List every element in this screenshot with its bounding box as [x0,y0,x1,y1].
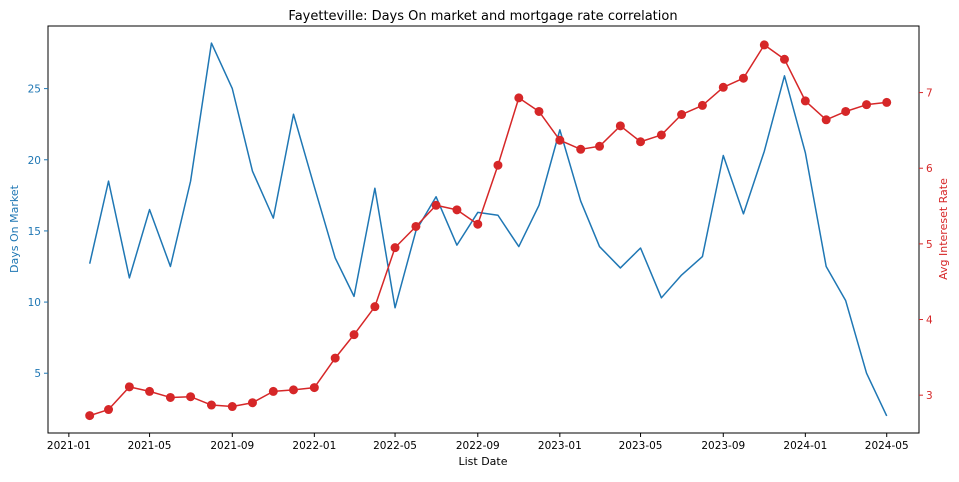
interest-rate-point [779,54,789,64]
interest-rate-series [85,40,892,421]
interest-rate-point [227,402,237,412]
interest-rate-point [615,121,625,131]
x-tick-label: 2024-05 [865,440,909,452]
interest-rate-point [862,100,872,110]
plot-area [47,25,920,434]
x-tick-label: 2021-01 [47,440,91,452]
interest-rate-point [514,93,524,103]
y-right-tick-label: 7 [926,88,933,100]
x-tick-label: 2024-01 [783,440,827,452]
y-axis-right: 3 4 5 6 7 [919,88,933,402]
interest-rate-point [145,386,155,396]
interest-rate-point [738,73,748,83]
chart-title: Fayetteville: Days On market and mortgag… [288,9,677,24]
interest-rate-point [370,302,380,312]
interest-rate-point [288,385,298,395]
y-left-tick-label: 10 [28,297,41,309]
days-on-market-line [88,42,888,417]
interest-rate-point [452,205,462,215]
y-left-tick-label: 5 [34,368,41,380]
interest-rate-point [759,40,769,50]
interest-rate-point [555,135,565,145]
x-axis: 2021-01 2021-05 2021-09 2022-01 2022-05 2022-… [47,433,909,452]
interest-rate-point [677,110,687,120]
y-axis-left-label: Days On Market [8,184,21,273]
interest-rate-point [656,130,666,140]
x-tick-label: 2023-01 [538,440,582,452]
interest-rate-point [821,115,831,125]
y-right-tick-label: 6 [926,163,933,175]
interest-rate-point [104,405,114,415]
interest-rate-point [268,386,278,396]
interest-rate-point [411,221,421,231]
y-right-tick-label: 4 [926,315,933,327]
interest-rate-point [330,353,340,363]
y-left-tick-label: 20 [28,155,41,167]
interest-rate-point [431,200,441,210]
interest-rate-point [124,382,134,392]
interest-rate-point [800,96,810,106]
x-tick-label: 2021-05 [128,440,172,452]
plot-frame [47,25,920,434]
days-on-market-series [88,42,888,417]
x-tick-label: 2023-05 [619,440,663,452]
interest-rate-point [595,141,605,151]
series-layer [85,40,892,421]
x-tick-label: 2022-09 [456,440,500,452]
interest-rate-point [576,144,586,154]
interest-rate-point [697,100,707,110]
x-tick-label: 2022-01 [292,440,336,452]
interest-rate-point [309,383,319,393]
interest-rate-point [349,330,359,340]
interest-rate-point [206,400,216,410]
y-left-tick-label: 15 [28,226,41,238]
interest-rate-point [534,106,544,116]
x-tick-label: 2023-09 [701,440,745,452]
interest-rate-point [247,398,257,408]
y-axis-right-label: Avg Intereset Rate [937,178,950,280]
x-tick-label: 2022-05 [373,440,417,452]
interest-rate-point [882,97,892,107]
interest-rate-point [85,411,95,421]
interest-rate-point [493,160,503,170]
interest-rate-point [718,82,728,92]
interest-rate-point [390,243,400,253]
interest-rate-line [89,44,887,417]
x-tick-label: 2021-09 [210,440,254,452]
interest-rate-point [636,137,646,147]
y-right-tick-label: 3 [926,390,933,402]
y-right-tick-label: 5 [926,239,933,251]
x-axis-label: List Date [458,455,507,468]
y-axis-left: 5 10 15 20 25 [28,84,48,380]
interest-rate-point [473,219,483,229]
interest-rate-point [841,106,851,116]
y-left-tick-label: 25 [28,84,41,96]
interest-rate-point [186,392,196,402]
interest-rate-point [165,392,175,402]
